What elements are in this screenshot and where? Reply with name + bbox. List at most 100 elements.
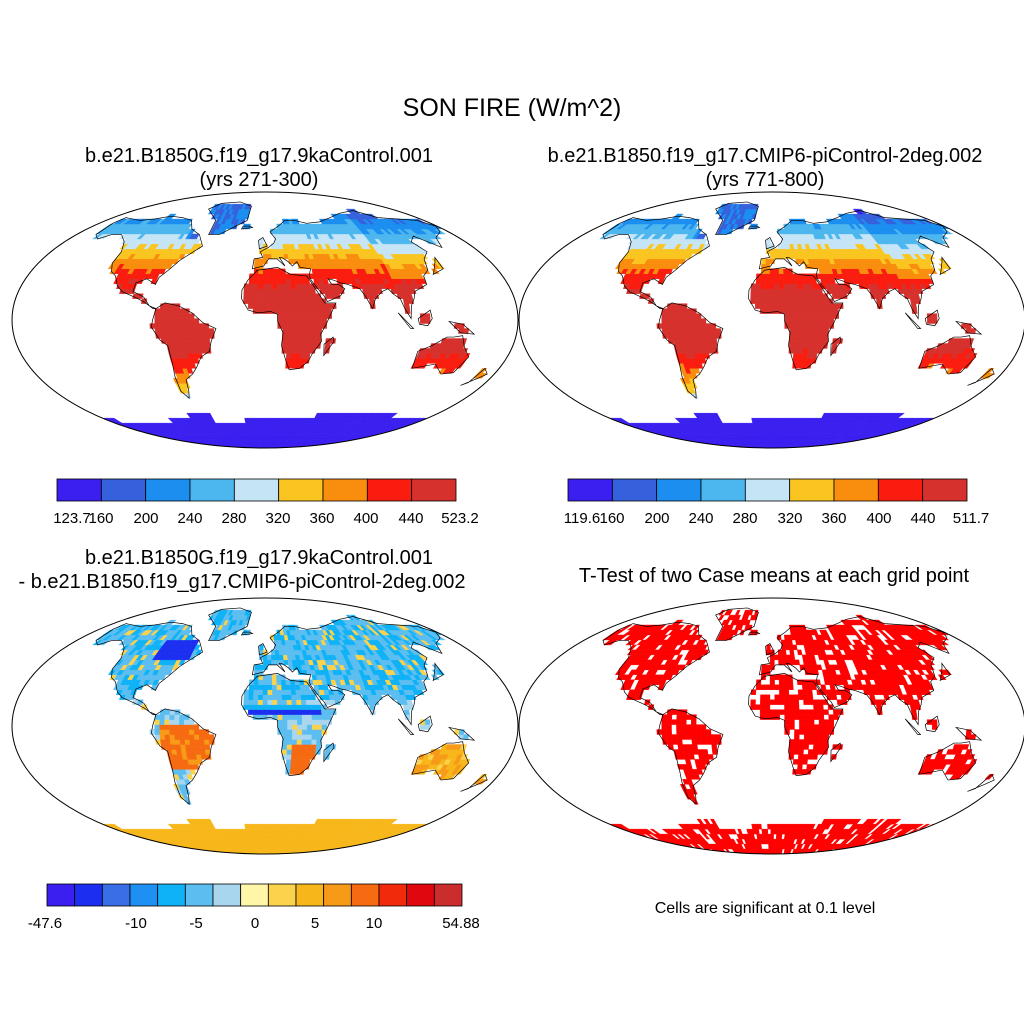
colorbar-swatch [433,883,463,907]
coastline-eurasia [251,210,443,320]
colorbar-swatch [406,883,435,907]
panel-1-title: b.e21.B1850G.f19_g17.9kaControl.001 (yrs… [0,144,518,192]
coastline-eurasia [758,616,950,726]
panel-3-title-line2: - b.e21.B1850.f19_g17.CMIP6-piControl-2d… [18,571,466,593]
map-boundary [11,191,519,449]
coastline-greenland [715,201,759,236]
colorbar-tick-label: 440 [398,510,423,527]
colorbar-tick-label: 119.6 [564,510,600,527]
colorbar-tick-label: 400 [866,510,891,527]
colorbar-tick-label: 240 [177,510,202,527]
colorbar-swatch [74,883,103,907]
coastline-south-america [658,708,724,806]
coastline-australia [411,335,470,375]
colorbar-tick-label: 10 [366,915,383,932]
colorbar-tick-label: 160 [599,510,624,527]
coastline-iceland [747,225,761,230]
coastline-madagascar [323,336,335,357]
significance-note: Cells are significant at 0.1 level [654,900,876,917]
panel-1-title-line2: (yrs 271-300) [199,169,319,191]
colorbar-tick-label: 123.7 [53,510,91,527]
coastline-japan [939,256,951,276]
colorbar-swatch [184,883,214,907]
coastline-australia [411,741,470,781]
panel-2-title-line1: b.e21.B1850.f19_g17.CMIP6-piControl-2deg… [547,145,983,167]
coastline-new-zealand [460,367,488,386]
coastline-uk [258,237,268,250]
colorbar-tick-label: -5 [189,915,202,932]
coastline-madagascar [830,336,842,357]
coastline-new-guinea [955,726,983,741]
colorbar-swatch [129,883,159,907]
colorbar-swatch [350,883,380,907]
coastline-south-america [658,302,724,400]
panel-1-title-line1: b.e21.B1850G.f19_g17.9kaControl.001 [84,145,434,167]
coastline-sumatra [397,718,415,735]
coastline-north-america [95,215,203,309]
coastline-japan [432,662,444,682]
colorbar-tick-label: 5 [311,915,319,932]
colorbar-swatch [157,883,186,907]
map-grid-cells [599,203,995,448]
colorbar-tick-label: 160 [88,510,113,527]
coastline-iceland [240,225,254,230]
coastline-africa [241,673,337,777]
colorbar-tick-label: 400 [353,510,378,527]
coastline-africa [748,267,844,371]
colorbar-tick-label: 54.88 [442,915,480,932]
panel-4-title: T-Test of two Case means at each grid po… [578,565,970,587]
coastline-new-guinea [448,726,476,741]
colorbar-swatch [267,883,297,907]
coastline-australia [918,335,977,375]
coastline-madagascar [323,742,335,763]
colorbar-swatch [46,883,76,907]
colorbar-tick-label: -10 [125,915,147,932]
coastline-borneo [924,715,940,733]
coastline-australia [918,741,977,781]
colorbar-tick-label: 280 [221,510,246,527]
coastline-uk [258,643,268,656]
coastline-new-zealand [967,367,995,386]
coastline-sumatra [904,718,922,735]
colorbar-swatch [922,478,968,502]
coastline-south-america [151,708,217,806]
coastline-uk [765,237,775,250]
coastline-north-america [602,621,710,715]
coastline-borneo [924,309,940,327]
colorbar-tick-label: 0 [251,915,259,932]
colorbar-swatch [101,883,131,907]
colorbar-swatch [323,883,352,907]
coastline-sumatra [904,312,922,329]
panel-2-title: b.e21.B1850.f19_g17.CMIP6-piControl-2deg… [506,144,1024,192]
colorbar-tick-label: 200 [133,510,158,527]
coastline-africa [241,267,337,371]
colorbar-tick-label: 360 [821,510,846,527]
coastlines [602,201,995,400]
colorbar-swatch [411,478,457,502]
coastline-greenland [208,607,252,642]
figure-title: SON FIRE (W/m^2) [402,94,622,122]
map-boundary [518,597,1024,855]
coastline-iceland [240,631,254,636]
coastline-japan [939,662,951,682]
colorbar-tick-label: 523.2 [441,510,479,527]
map-grid-cells [602,609,995,854]
coastlines [95,607,488,806]
colorbar-tick-label: 440 [910,510,935,527]
coastline-japan [432,256,444,276]
coastline-iceland [747,631,761,636]
colorbar-swatch [240,883,269,907]
coastline-south-america [151,302,217,400]
coastline-madagascar [830,742,842,763]
coastline-north-america [95,621,203,715]
panel-2-title-line2: (yrs 771-800) [705,169,825,191]
coastline-greenland [715,607,759,642]
coastlines [95,201,488,400]
coastline-borneo [417,715,433,733]
